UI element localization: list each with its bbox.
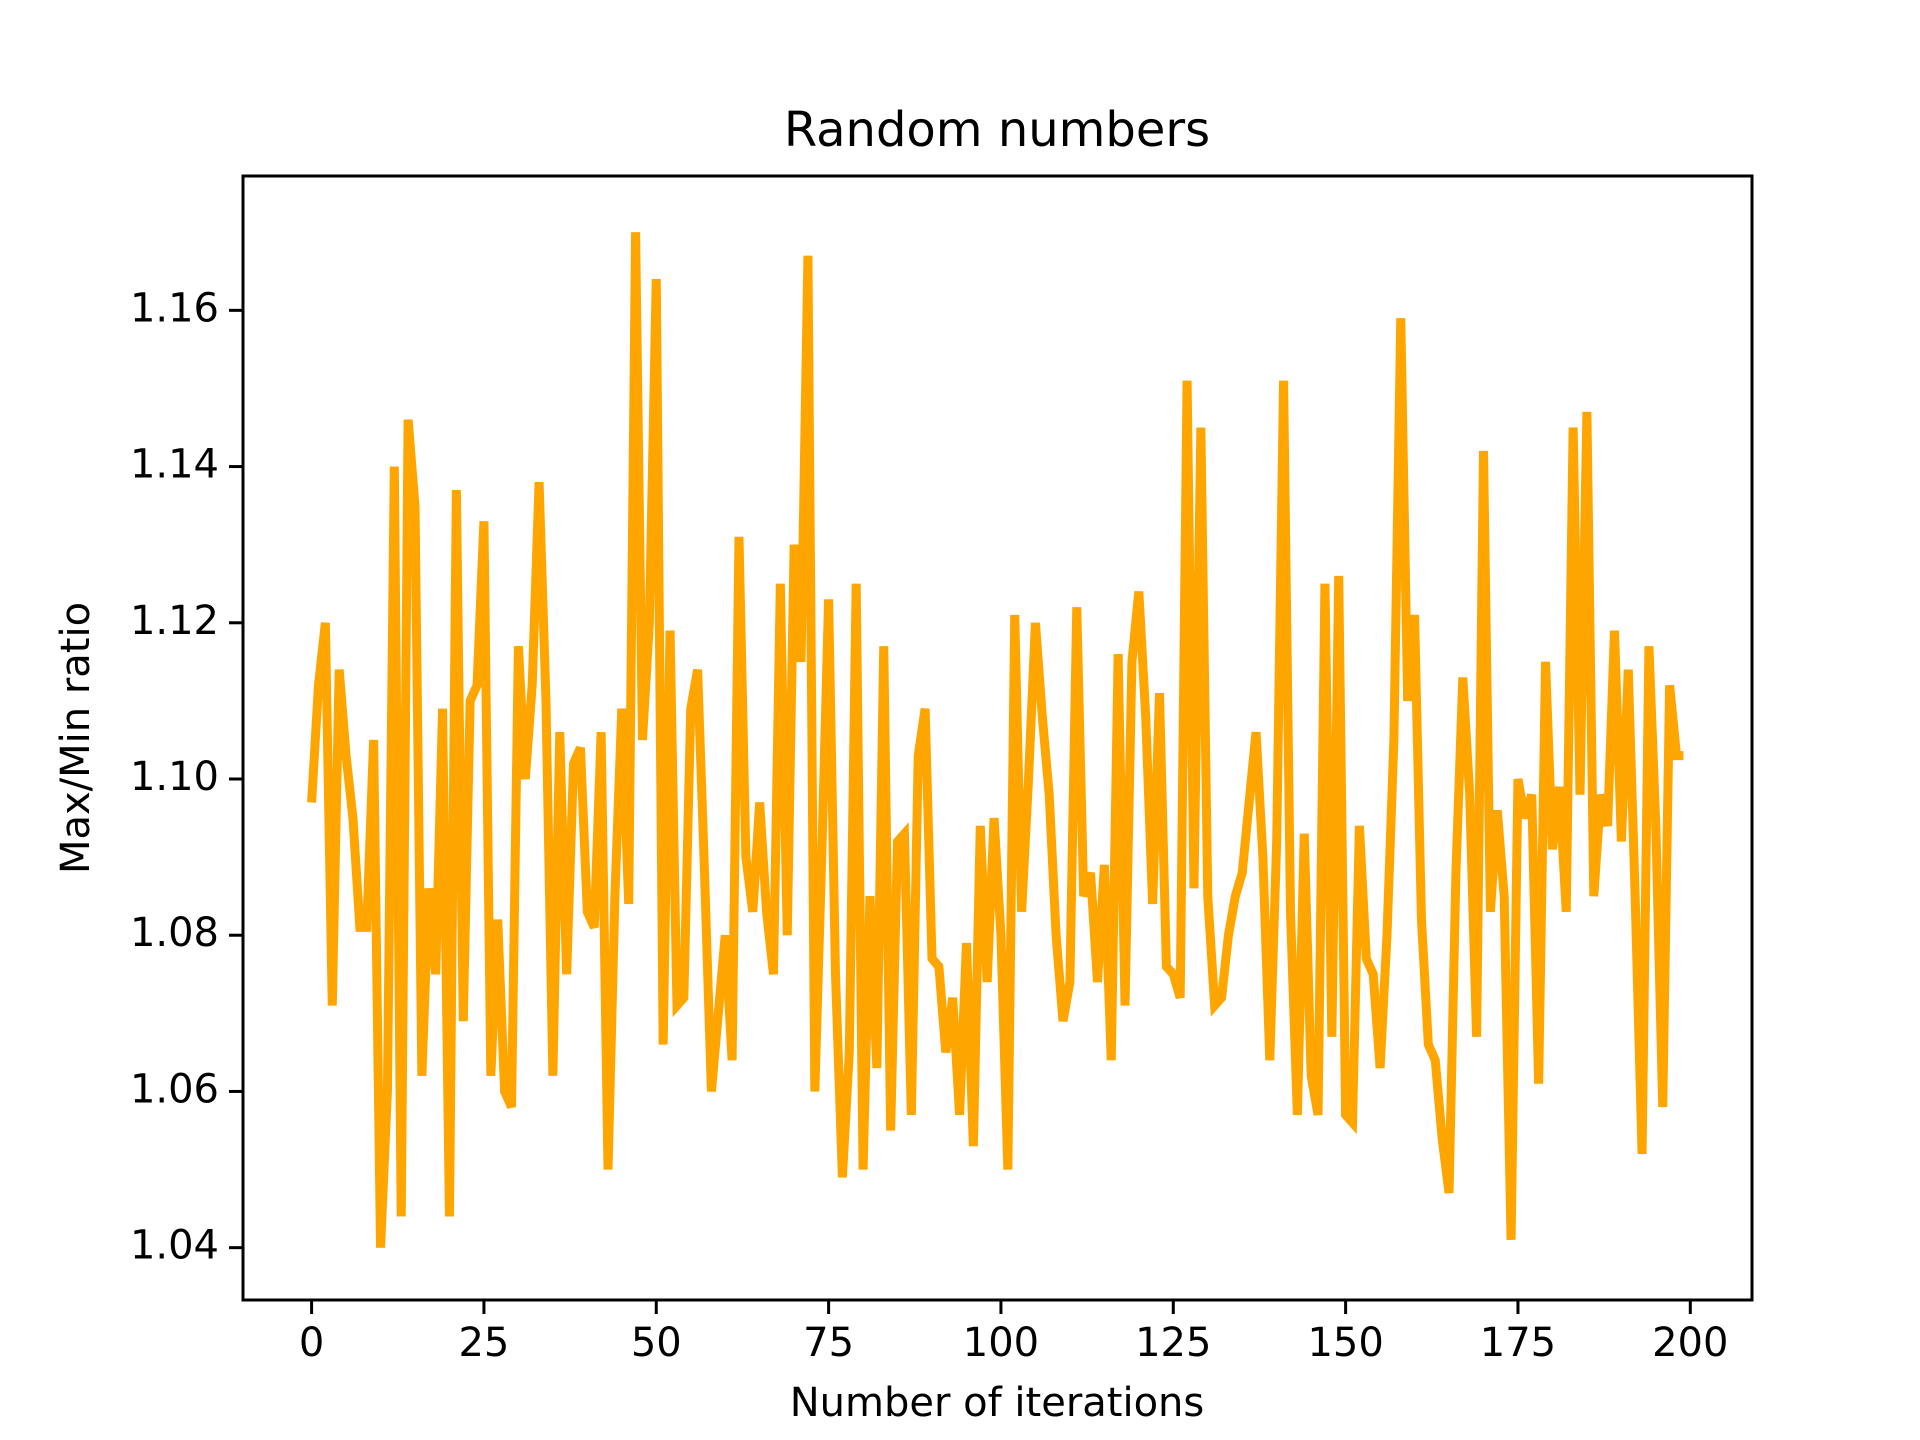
data-line [307,232,1684,1248]
y-axis-label: Max/Min ratio [53,602,99,874]
y-tick-label: 1.06 [130,1066,219,1112]
x-tick-label: 175 [1480,1320,1556,1366]
y-tick-label: 1.12 [130,598,219,644]
y-tick-label: 1.08 [130,910,219,956]
x-tick-label: 150 [1307,1320,1383,1366]
y-tick-label: 1.10 [130,754,219,800]
x-tick-label: 75 [803,1320,854,1366]
x-tick-label: 25 [458,1320,509,1366]
x-axis-label: Number of iterations [790,1380,1205,1426]
x-tick-label: 50 [631,1320,682,1366]
y-tick-label: 1.04 [130,1223,219,1269]
chart-title: Random numbers [784,102,1210,158]
x-tick-label: 100 [963,1320,1039,1366]
x-tick-label: 0 [299,1320,324,1366]
plot-frame [241,174,1754,1302]
y-tick-label: 1.14 [130,442,219,488]
x-tick-label: 200 [1652,1320,1728,1366]
x-tick-label: 125 [1135,1320,1211,1366]
y-tick-label: 1.16 [130,285,219,331]
